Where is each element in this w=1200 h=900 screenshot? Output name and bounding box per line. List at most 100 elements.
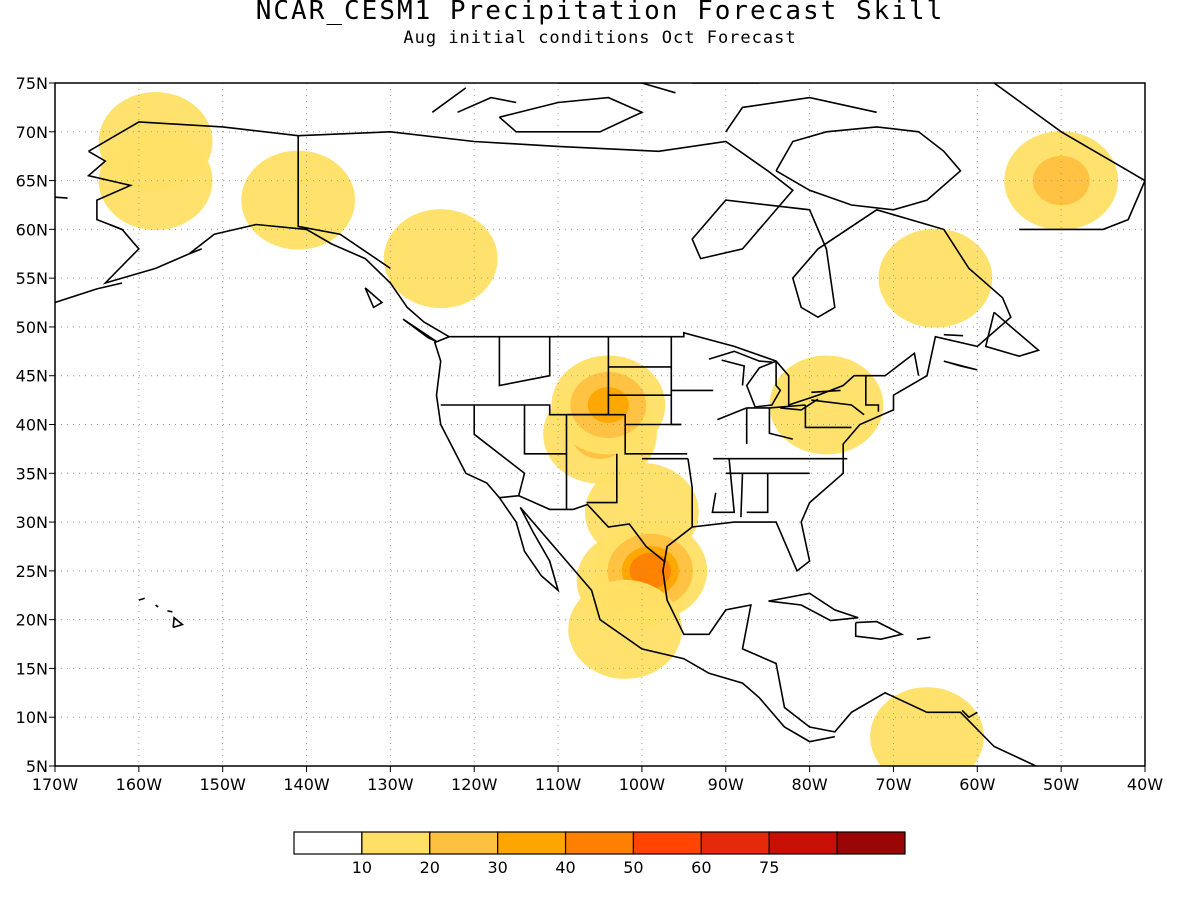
colorbar-swatch [429, 831, 499, 855]
coastline-border [993, 83, 1145, 231]
coastline-border [961, 709, 978, 719]
colorbar-swatch [497, 831, 567, 855]
coastline-border [725, 96, 877, 133]
colorbar-swatch [632, 831, 702, 855]
colorbar-swatch [361, 831, 431, 855]
coastline-border [780, 398, 819, 411]
lat-tick-label: 40N [16, 416, 48, 435]
coastline-border [167, 610, 173, 613]
lat-tick-label: 30N [16, 513, 48, 532]
coastline-border [984, 311, 1041, 358]
coastline-border [708, 350, 772, 363]
lat-tick-label: 65N [16, 172, 48, 191]
lat-tick-label: 10N [16, 708, 48, 727]
coastline-border [364, 287, 384, 309]
colorbar-swatch [293, 831, 363, 855]
colorbar-label: 75 [759, 858, 779, 877]
coastline-border [811, 389, 841, 394]
coastline-border [155, 604, 159, 608]
coastline-border [86, 150, 835, 743]
coastline-border [746, 473, 769, 514]
colorbar-label: 30 [487, 858, 507, 877]
coastline-border [717, 407, 747, 421]
map-title: NCAR_CESM1 Precipitation Forecast Skill [255, 0, 945, 26]
coastline-border [449, 331, 920, 407]
colorbar-swatch [768, 831, 838, 855]
coastline-border [670, 336, 682, 426]
coastline-border [565, 336, 610, 510]
lon-tick-label: 170W [32, 775, 79, 794]
coastline-border [473, 405, 526, 496]
coastline-border [498, 96, 644, 133]
skill-region [1004, 131, 1119, 231]
lon-tick-label: 140W [283, 775, 330, 794]
colorbar-label: 60 [691, 858, 711, 877]
lon-tick-label: 120W [451, 775, 498, 794]
skill-region [383, 209, 498, 309]
lat-tick-label: 5N [26, 757, 48, 776]
coastline-border [109, 223, 125, 232]
coastline-border [586, 453, 618, 504]
lat-tick-label: 45N [16, 367, 48, 386]
coastline-border [55, 282, 123, 304]
colorbar-label: 40 [555, 858, 575, 877]
coastline-border [55, 196, 68, 199]
skill-region [870, 687, 984, 766]
colorbar-label: 20 [420, 858, 440, 877]
lon-tick-label: 100W [619, 775, 666, 794]
lat-tick-label: 20N [16, 611, 48, 630]
coastline-border [687, 458, 694, 527]
colorbar-label: 50 [623, 858, 643, 877]
coastline-border [457, 96, 517, 114]
coastline-border [943, 360, 978, 371]
coastline-border [172, 616, 185, 629]
lon-tick-label: 130W [367, 775, 414, 794]
coastline-border [775, 126, 962, 211]
lat-tick-label: 60N [16, 220, 48, 239]
lon-tick-label: 110W [535, 775, 582, 794]
coastline-border [297, 135, 391, 270]
coastline-border [864, 375, 880, 412]
coastline-border [854, 620, 905, 641]
lat-tick-label: 70N [16, 123, 48, 142]
coastline-border [188, 248, 202, 255]
coastline-border [498, 336, 551, 387]
skill-region [98, 92, 213, 192]
coastline-border [811, 399, 865, 416]
coastline-border [402, 318, 437, 343]
colorbar-swatch [564, 831, 635, 855]
lon-tick-label: 40W [1127, 775, 1163, 794]
coastline-border [745, 360, 782, 408]
map-subtitle: Aug initial conditions Oct Forecast [403, 28, 797, 48]
lon-tick-label: 90W [708, 775, 744, 794]
coastline-border [558, 83, 676, 94]
coastline-border [768, 407, 793, 440]
lat-tick-label: 75N [16, 74, 48, 93]
colorbar-label: 10 [352, 858, 372, 877]
colorbar-swatch [836, 831, 906, 855]
lat-tick-label: 35N [16, 464, 48, 483]
colorbar-swatch [700, 831, 770, 855]
lat-tick-label: 15N [16, 659, 48, 678]
skill-region [878, 228, 993, 328]
coastline-border [88, 121, 1037, 766]
skill-region [568, 579, 683, 679]
coastline-border [740, 473, 744, 518]
lat-tick-label: 50N [16, 318, 48, 337]
coastline-border [523, 405, 567, 455]
coastline-border [499, 494, 666, 563]
lat-tick-label: 55N [16, 269, 48, 288]
coastline-border [138, 597, 145, 601]
lon-tick-label: 160W [116, 775, 163, 794]
coastline-border [916, 636, 931, 640]
lon-tick-label: 60W [959, 775, 995, 794]
coastline-border [768, 592, 859, 622]
coastline-border [943, 333, 964, 337]
lon-tick-label: 150W [200, 775, 247, 794]
lon-tick-label: 50W [1043, 775, 1079, 794]
coastline-border [804, 405, 852, 429]
coastline-border [711, 458, 736, 514]
lon-tick-label: 70W [875, 775, 911, 794]
coastline-border [721, 359, 746, 386]
